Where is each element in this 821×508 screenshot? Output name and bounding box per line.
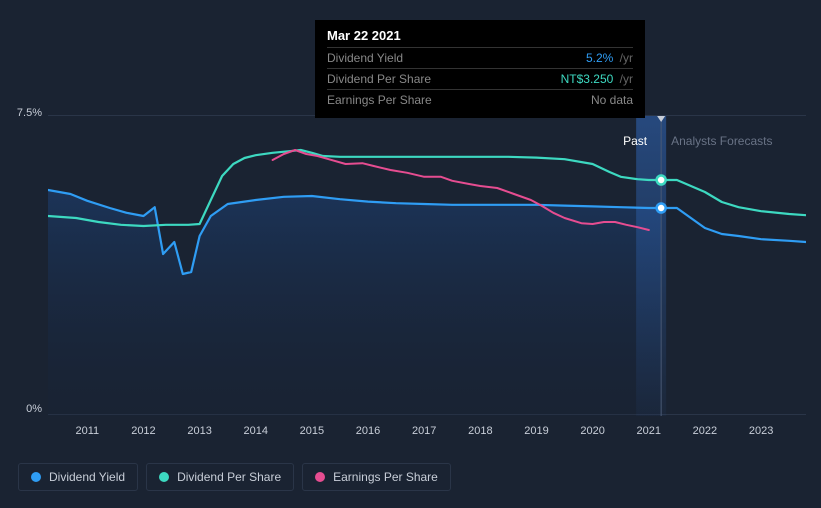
legend-item[interactable]: Dividend Per Share (146, 463, 294, 491)
legend-item[interactable]: Dividend Yield (18, 463, 138, 491)
chart-legend: Dividend Yield Dividend Per Share Earnings… (18, 463, 451, 491)
tooltip-row-value-wrap: NT$3.250 /yr (561, 72, 633, 86)
legend-item[interactable]: Earnings Per Share (302, 463, 451, 491)
y-axis-label-min: 0% (14, 403, 42, 415)
tooltip-row-suffix: /yr (616, 72, 633, 86)
x-axis-label: 2022 (693, 425, 717, 437)
tooltip-row-label: Earnings Per Share (327, 93, 457, 107)
tooltip-row-suffix: /yr (616, 51, 633, 65)
tooltip-row-value-wrap: 5.2% /yr (586, 51, 633, 65)
x-axis-label: 2015 (300, 425, 324, 437)
legend-dot-icon (31, 472, 41, 482)
y-axis-label-max: 7.5% (14, 107, 42, 119)
x-axis-label: 2023 (749, 425, 773, 437)
tooltip-row-label: Dividend Yield (327, 51, 457, 65)
chart-tooltip: Mar 22 2021 Dividend Yield5.2% /yrDivide… (315, 20, 645, 118)
x-axis-label: 2019 (524, 425, 548, 437)
x-axis-label: 2013 (187, 425, 211, 437)
legend-label: Dividend Per Share (177, 470, 281, 484)
tooltip-row-value-wrap: No data (591, 93, 633, 107)
x-axis-label: 2021 (637, 425, 661, 437)
tooltip-row: Earnings Per Share No data (327, 89, 633, 110)
legend-label: Dividend Yield (49, 470, 125, 484)
past-region-label: Past (623, 134, 647, 148)
tooltip-row: Dividend Per Share NT$3.250 /yr (327, 68, 633, 89)
tooltip-row-value: NT$3.250 (561, 72, 614, 86)
tooltip-row-label: Dividend Per Share (327, 72, 457, 86)
legend-label: Earnings Per Share (333, 470, 438, 484)
x-axis-label: 2012 (131, 425, 155, 437)
plot-area[interactable]: Past Analysts Forecasts (48, 115, 806, 415)
x-axis-label: 2011 (75, 425, 99, 437)
tooltip-row: Dividend Yield 5.2% /yr (327, 47, 633, 68)
dividend-chart: 7.5% 0% Past Analysts Forecasts 20112012… (18, 105, 808, 445)
tooltip-row-value: 5.2% (586, 51, 613, 65)
tooltip-date: Mar 22 2021 (327, 28, 633, 43)
x-axis-label: 2018 (468, 425, 492, 437)
legend-dot-icon (315, 472, 325, 482)
tooltip-rows: Dividend Yield5.2% /yrDividend Per Share… (327, 47, 633, 110)
forecast-region-label: Analysts Forecasts (671, 134, 772, 148)
tooltip-row-value: No data (591, 93, 633, 107)
x-axis-label: 2014 (243, 425, 267, 437)
chart-svg (48, 116, 806, 416)
x-axis-label: 2020 (580, 425, 604, 437)
x-axis-labels: 2011 2012 2013 2014 2015 2016 2017 2018 2019 2020… (48, 425, 806, 445)
x-axis-label: 2016 (356, 425, 380, 437)
x-axis-label: 2017 (412, 425, 436, 437)
legend-dot-icon (159, 472, 169, 482)
